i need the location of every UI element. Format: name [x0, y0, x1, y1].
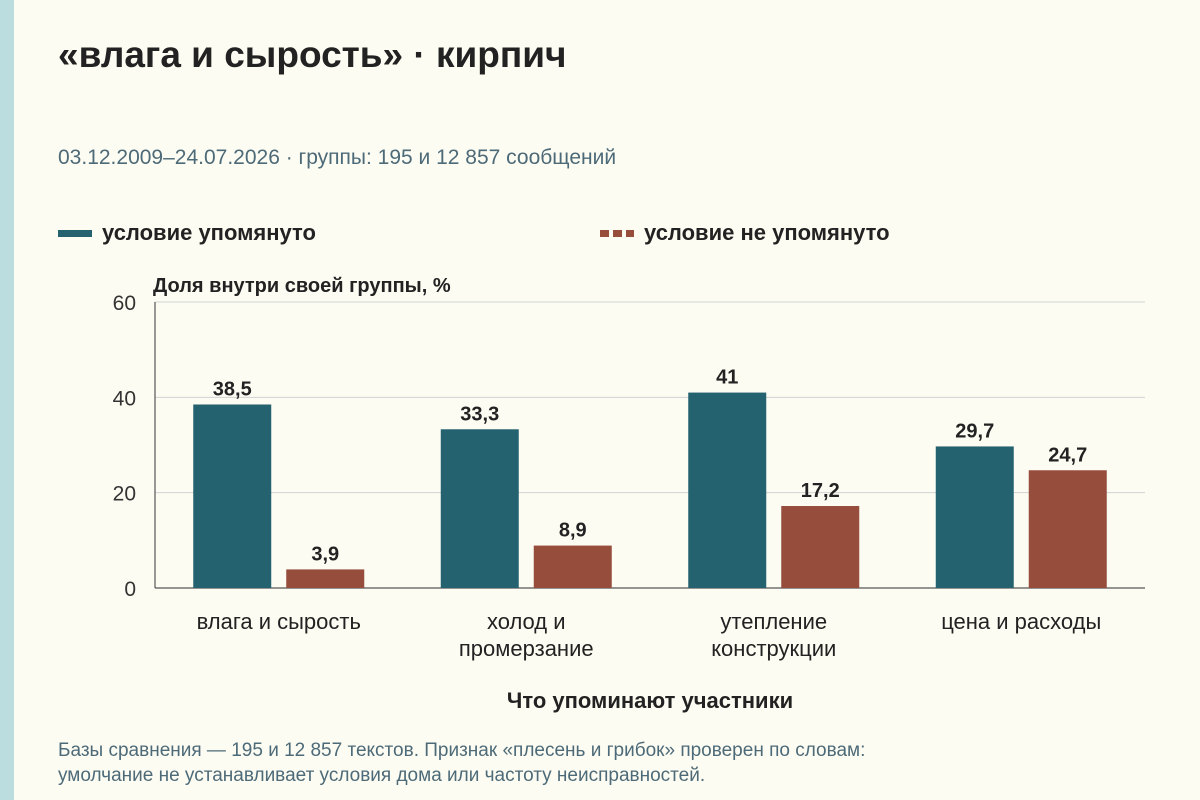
data-label: 41 — [716, 367, 738, 389]
left-accent-strip — [0, 0, 14, 800]
x-tick-label: конструкции — [711, 636, 836, 661]
data-label: 29,7 — [955, 420, 994, 442]
x-axis-label: Что упоминают участники — [507, 688, 793, 713]
y-tick-label: 0 — [124, 578, 136, 601]
legend-item-mentioned: условие упомянуто — [58, 220, 316, 246]
footnote-line-1: Базы сравнения — 195 и 12 857 текстов. П… — [58, 740, 866, 761]
legend-swatch-not-mentioned — [600, 229, 634, 237]
footnote: Базы сравнения — 195 и 12 857 текстов. П… — [58, 738, 1158, 788]
y-axis-label: Доля внутри своей группы, % — [153, 275, 451, 297]
x-tick-label: влага и сырость — [197, 609, 361, 634]
legend-label-mentioned: условие упомянуто — [102, 220, 316, 245]
x-tick-label: утепление — [720, 609, 827, 634]
y-tick-label: 20 — [113, 483, 136, 506]
legend-label-not-mentioned: условие не упомянуто — [644, 220, 890, 245]
chart-title: «влага и сырость» · кирпич — [58, 34, 567, 75]
chart-subtitle: 03.12.2009–24.07.2026 · группы: 195 и 12… — [58, 146, 617, 169]
x-tick-label: холод и — [487, 609, 566, 634]
data-label: 33,3 — [460, 403, 499, 425]
data-label: 24,7 — [1048, 444, 1087, 466]
bar-mentioned — [688, 392, 767, 588]
data-label: 8,9 — [559, 520, 587, 542]
x-tick-label: промерзание — [459, 636, 594, 661]
y-tick-label: 60 — [113, 292, 136, 315]
bar-mentioned — [935, 446, 1014, 588]
bar-mentioned — [440, 429, 519, 588]
footnote-line-2: умолчание не устанавливает условия дома … — [58, 765, 706, 786]
data-label: 38,5 — [213, 378, 252, 400]
y-tick-label: 40 — [113, 387, 136, 410]
bar-not-mentioned — [781, 506, 860, 588]
bar-not-mentioned — [1028, 470, 1107, 588]
data-label: 17,2 — [801, 480, 840, 502]
legend-item-not-mentioned: условие не упомянуто — [600, 220, 890, 246]
data-label: 3,9 — [311, 543, 339, 565]
x-tick-label: цена и расходы — [941, 609, 1101, 634]
legend-swatch-mentioned — [58, 229, 92, 237]
bar-not-mentioned — [286, 569, 365, 588]
bar-mentioned — [193, 404, 272, 588]
bar-not-mentioned — [533, 545, 612, 588]
